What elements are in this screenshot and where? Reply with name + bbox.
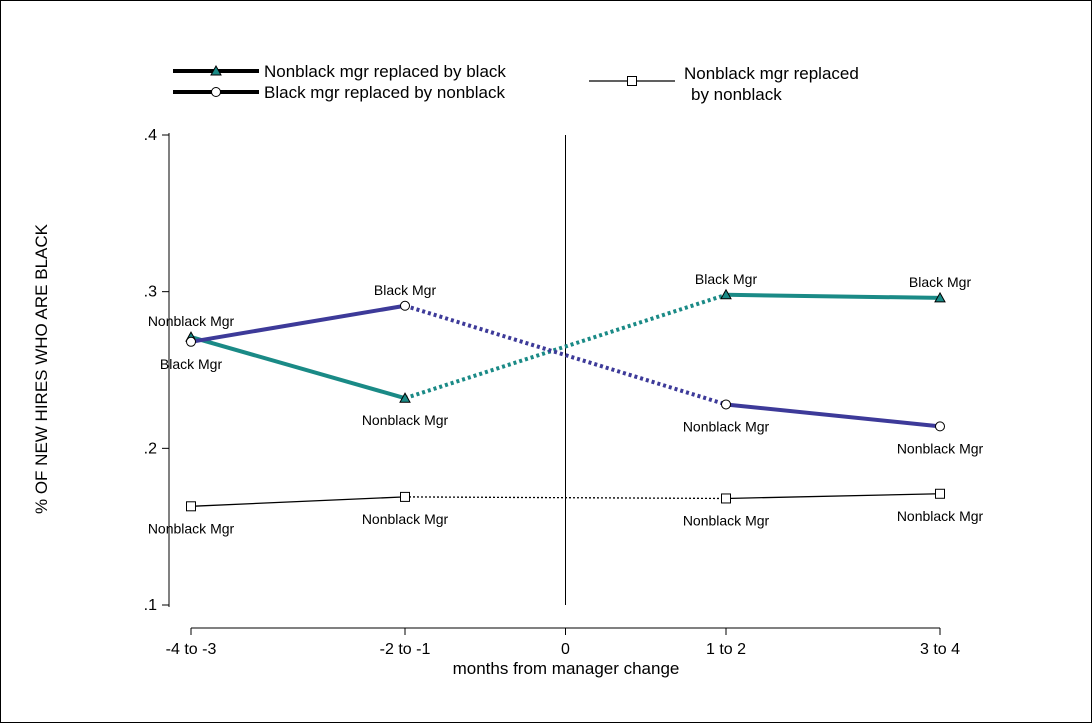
- circle-marker: [400, 300, 410, 311]
- y-tick-label: .3: [144, 284, 157, 301]
- legend-label: by nonblack: [691, 85, 782, 104]
- point-label: Nonblack Mgr: [362, 511, 449, 527]
- triangle-marker: [934, 291, 946, 303]
- point-label: Nonblack Mgr: [148, 520, 235, 536]
- legend: Nonblack mgr replaced by black Black mgr …: [173, 62, 859, 104]
- x-tick-label: 0: [561, 641, 570, 658]
- point-label: Nonblack Mgr: [897, 440, 984, 456]
- circle-marker: [211, 87, 221, 97]
- y-tick-label: .1: [144, 597, 157, 614]
- point-label: Nonblack Mgr: [683, 418, 770, 434]
- point-label: Nonblack Mgr: [148, 313, 235, 329]
- square-marker: [721, 493, 731, 504]
- circle-marker: [721, 399, 731, 410]
- legend-item-1: Nonblack mgr replaced by black: [173, 62, 506, 81]
- point-label: Nonblack Mgr: [683, 512, 770, 528]
- series-line-before: [190, 303, 406, 344]
- legend-label: Black mgr replaced by nonblack: [264, 83, 505, 102]
- legend-label: Nonblack mgr replaced: [684, 64, 859, 83]
- triangle-marker: [399, 392, 411, 403]
- series-line-transition: [404, 303, 727, 407]
- series-2: Black Mgr Black Mgr Nonblack Mgr Nonblack M…: [160, 282, 984, 457]
- point-label: Nonblack Mgr: [362, 412, 449, 428]
- x-axis-title: months from manager change: [453, 659, 680, 678]
- x-tick-label: 3 to 4: [920, 641, 960, 658]
- point-label: Nonblack Mgr: [897, 508, 984, 524]
- series-line-after: [725, 292, 941, 300]
- circle-marker: [935, 421, 945, 432]
- square-marker: [400, 491, 410, 502]
- x-tick-label: -4 to -3: [166, 641, 217, 658]
- square-marker: [186, 501, 196, 512]
- series-line-after: [725, 402, 941, 429]
- triangle-marker: [720, 288, 732, 300]
- y-axis-title: % OF NEW HIRES WHO ARE BLACK: [32, 223, 51, 514]
- legend-item-3: Nonblack mgr replaced by nonblack: [589, 64, 859, 104]
- axes: .1 .2 .3 .4 -4 to -3 -2 to -1 0 1 to 2 3 to 4: [144, 127, 960, 658]
- series-1: Nonblack Mgr Nonblack Mgr Black Mgr Black M…: [148, 271, 972, 428]
- point-label: Black Mgr: [374, 282, 437, 298]
- series-line-transition: [404, 292, 727, 401]
- circle-marker: [186, 336, 196, 347]
- series-line-before: [190, 335, 406, 401]
- x-tick-label: 1 to 2: [706, 641, 746, 658]
- point-label: Black Mgr: [160, 356, 223, 372]
- series-line-transition: [404, 496, 727, 500]
- point-label: Black Mgr: [695, 271, 758, 287]
- point-label: Black Mgr: [909, 274, 972, 290]
- series-line-before: [190, 496, 406, 507]
- legend-label: Nonblack mgr replaced by black: [264, 62, 506, 81]
- triangle-marker: [210, 64, 222, 76]
- y-tick-label: .4: [144, 127, 157, 144]
- series-line-after: [725, 493, 941, 500]
- y-tick-label: .2: [144, 440, 157, 457]
- axis-titles: months from manager change % OF NEW HIRE…: [32, 223, 679, 678]
- legend-item-2: Black mgr replaced by nonblack: [173, 83, 505, 102]
- square-marker: [627, 76, 637, 86]
- x-tick-label: -2 to -1: [380, 641, 431, 658]
- series-3: Nonblack Mgr Nonblack Mgr Nonblack Mgr Nonb…: [148, 488, 984, 536]
- square-marker: [935, 488, 945, 499]
